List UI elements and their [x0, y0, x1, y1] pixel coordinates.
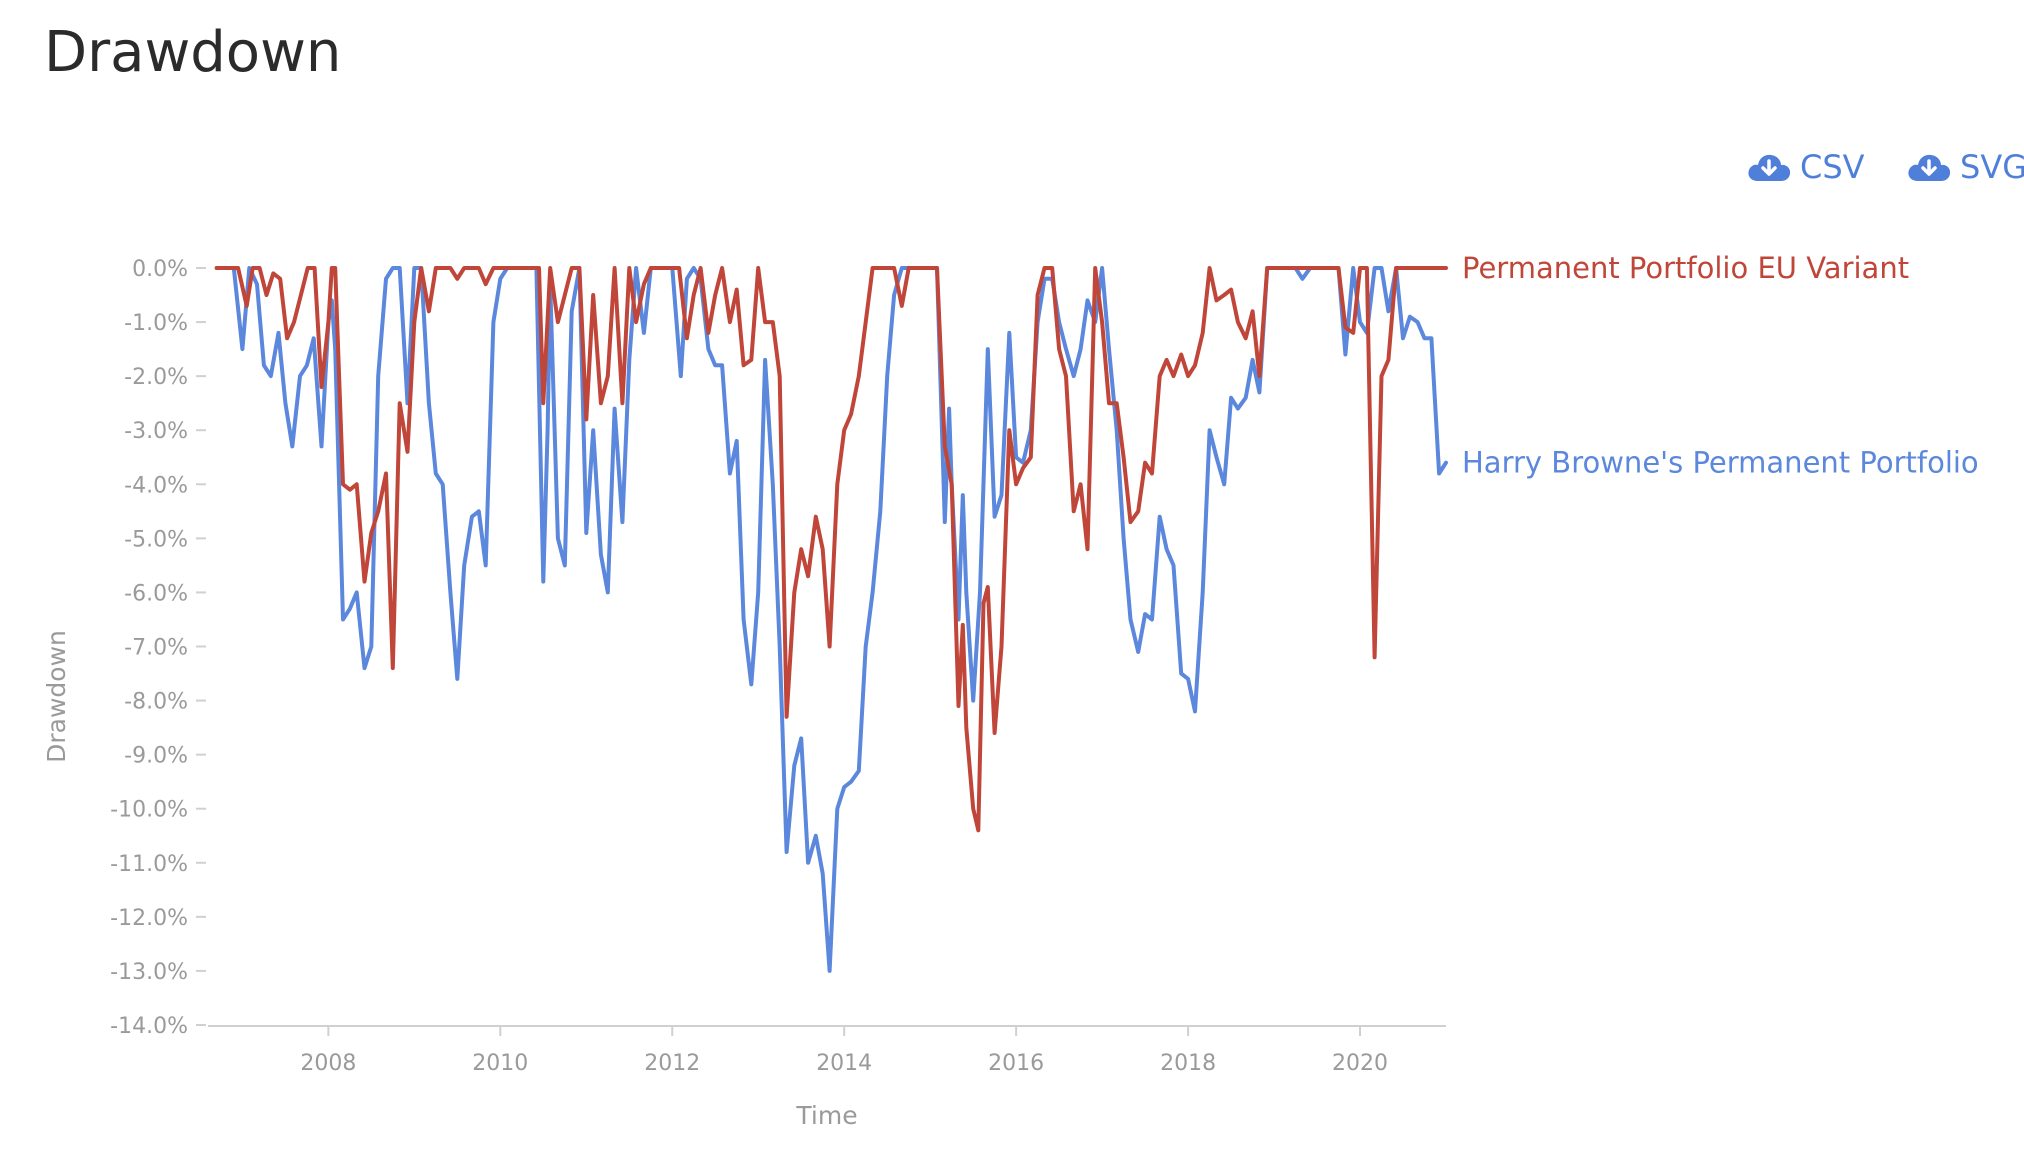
download-csv-button[interactable]: CSV	[1746, 148, 1865, 186]
cloud-download-icon	[1748, 154, 1791, 181]
y-tick-label: -14.0%	[110, 1014, 188, 1039]
chart-legend: Harry Browne's Permanent Portfolio Perman…	[1462, 251, 1979, 480]
y-tick-label: -9.0%	[124, 744, 188, 769]
download-svg-button[interactable]: SVG	[1906, 148, 2024, 186]
legend-label-permanent-portfolio-eu-variant: Permanent Portfolio EU Variant	[1462, 251, 1909, 285]
y-tick-label: -2.0%	[124, 365, 188, 390]
y-tick-label: -13.0%	[110, 960, 188, 985]
chart-series-layer	[214, 266, 1448, 973]
y-tick-label: -5.0%	[124, 527, 188, 552]
series-line-permanent-portfolio-eu-variant	[214, 266, 1448, 833]
y-tick-label: -10.0%	[110, 798, 188, 823]
x-axis-title: Time	[795, 1101, 857, 1130]
y-tick-label: -8.0%	[124, 690, 188, 715]
x-tick-label: 2008	[300, 1051, 356, 1076]
x-tick-label: 2018	[1160, 1051, 1216, 1076]
x-tick-label: 2014	[816, 1051, 872, 1076]
y-tick-label: -4.0%	[124, 473, 188, 498]
x-tick-label: 2010	[472, 1051, 528, 1076]
download-csv-label: CSV	[1800, 148, 1865, 186]
y-tick-label: -3.0%	[124, 419, 188, 444]
y-tick-label: -7.0%	[124, 636, 188, 661]
y-tick-label: -1.0%	[124, 311, 188, 336]
y-axis-title: Drawdown	[42, 630, 71, 763]
x-tick-label: 2020	[1332, 1051, 1388, 1076]
y-tick-label: 0.0%	[132, 257, 188, 282]
series-line-harry-browne-s-permanent-portfolio	[218, 266, 1448, 973]
legend-label-harry-browne-s-permanent-portfolio: Harry Browne's Permanent Portfolio	[1462, 446, 1979, 480]
download-svg-label: SVG	[1960, 148, 2024, 186]
y-tick-label: -11.0%	[110, 852, 188, 877]
page-title: Drawdown	[44, 20, 342, 85]
cloud-download-icon	[1908, 154, 1951, 181]
y-tick-label: -6.0%	[124, 581, 188, 606]
chart-axes: 0.0% -1.0% -2.0% -3.0% -4.0% -5.0% -6.0% -7.0% -…	[110, 257, 1446, 1076]
x-tick-label: 2016	[988, 1051, 1044, 1076]
x-tick-label: 2012	[644, 1051, 700, 1076]
y-tick-label: -12.0%	[110, 906, 188, 931]
